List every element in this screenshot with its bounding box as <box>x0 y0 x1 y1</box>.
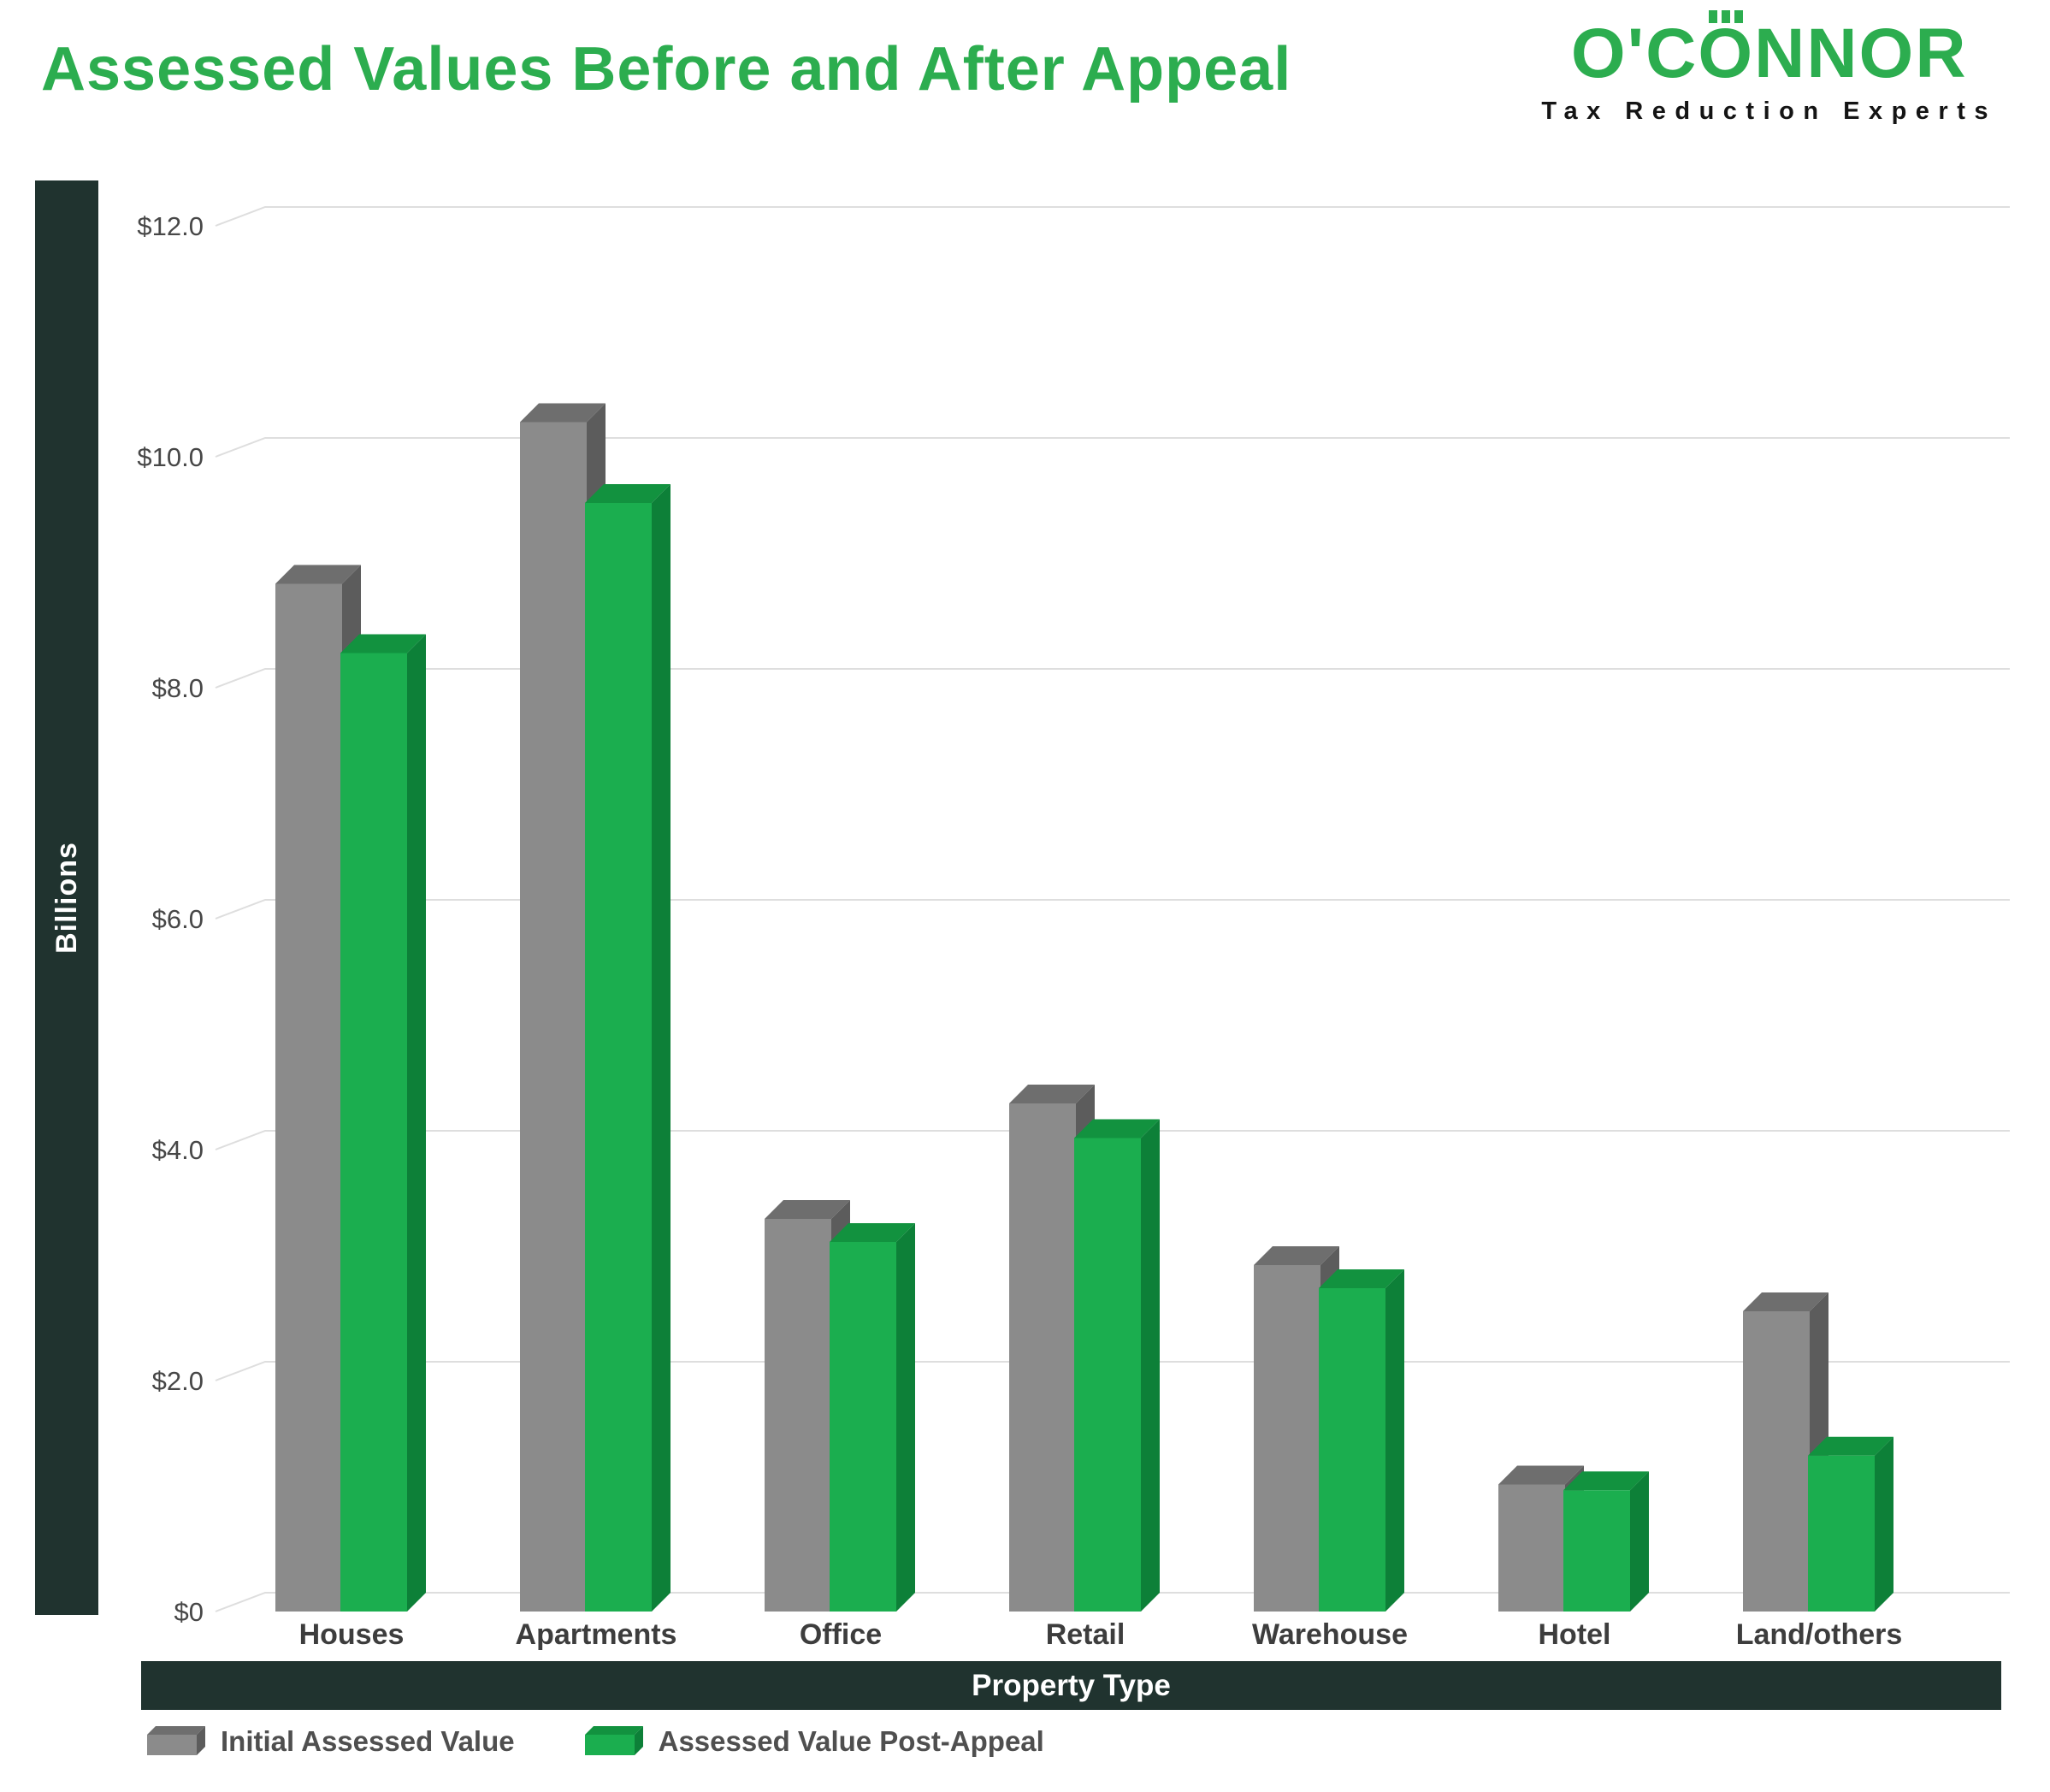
legend-item-initial: Initial Assessed Value <box>144 1723 515 1760</box>
x-category-label: Warehouse <box>1252 1618 1408 1651</box>
y-tick-label: $8.0 <box>152 673 204 703</box>
bar-post-appeal <box>1563 1490 1630 1612</box>
bar-side-face <box>1875 1436 1893 1612</box>
x-axis-title: Property Type <box>972 1668 1171 1702</box>
bar-top-face <box>1563 1471 1649 1491</box>
bar-top-face <box>830 1223 915 1242</box>
logo-text-right: NNOR <box>1754 15 1968 92</box>
chart-legend: Initial Assessed Value Assessed Value Po… <box>144 1723 1044 1760</box>
bar-post-appeal <box>1319 1288 1385 1612</box>
y-tick-label: $0 <box>174 1597 204 1627</box>
castle-crenellation-icon <box>1709 10 1744 23</box>
y-axis-title-band: Billions <box>35 180 98 1615</box>
x-category-label: Houses <box>299 1618 405 1651</box>
x-axis-title-band: Property Type <box>141 1661 2001 1710</box>
bar-initial <box>1498 1484 1565 1612</box>
gridline <box>215 1130 2010 1150</box>
bar-post-appeal <box>1808 1455 1875 1612</box>
bar-initial <box>1009 1103 1076 1612</box>
bar-top-face <box>1808 1436 1893 1456</box>
x-category-label: Office <box>800 1618 882 1651</box>
y-tick-label: $2.0 <box>152 1366 204 1396</box>
bar-top-face <box>585 484 671 503</box>
bar-post-appeal <box>1074 1138 1141 1612</box>
bar-top-face <box>1498 1465 1584 1485</box>
bar-top-face <box>340 634 426 654</box>
y-tick-label: $4.0 <box>152 1135 204 1165</box>
bar-top-face <box>1009 1085 1095 1103</box>
bar-initial <box>1743 1311 1810 1612</box>
logo-wordmark: O'CO NNOR <box>1541 10 1997 92</box>
y-tick-label: $6.0 <box>152 904 204 934</box>
gridline <box>215 1592 2010 1612</box>
legend-label-initial: Initial Assessed Value <box>221 1725 515 1757</box>
bar-side-face <box>1630 1471 1649 1612</box>
page-title: Assessed Values Before and After Appeal <box>41 35 1292 103</box>
bar-top-face <box>1319 1269 1404 1288</box>
gridline <box>215 1361 2010 1381</box>
legend-swatch-gray-icon <box>147 1726 205 1755</box>
logo-tagline: Tax Reduction Experts <box>1541 98 1997 126</box>
gridline <box>215 899 2010 920</box>
bar-initial <box>520 422 587 1612</box>
bar-top-face <box>520 403 606 423</box>
bar-initial <box>765 1219 831 1612</box>
gridline <box>215 206 2010 227</box>
x-category-label: Land/others <box>1736 1618 1903 1651</box>
legend-swatch-green-icon <box>584 1726 643 1755</box>
bar-initial <box>275 583 342 1612</box>
bar-top-face <box>1074 1119 1160 1138</box>
bar-side-face <box>407 634 426 1612</box>
bar-side-face <box>652 484 671 1612</box>
bar-initial <box>1254 1265 1320 1612</box>
bar-post-appeal <box>340 653 407 1612</box>
bar-top-face <box>1743 1292 1828 1311</box>
bar-post-appeal <box>830 1242 896 1612</box>
y-tick-label: $10.0 <box>137 442 204 472</box>
y-tick-label: $12.0 <box>137 211 204 241</box>
bar-top-face <box>1254 1246 1339 1265</box>
legend-item-post-appeal: Assessed Value Post-Appeal <box>582 1723 1044 1760</box>
logo-castle-o: O <box>1698 10 1754 91</box>
legend-label-post-appeal: Assessed Value Post-Appeal <box>658 1725 1044 1757</box>
x-category-label: Retail <box>1046 1618 1125 1651</box>
logo-text-left: O'C <box>1570 15 1698 92</box>
bar-top-face <box>275 565 361 584</box>
gridline <box>215 437 2010 458</box>
x-category-label: Apartments <box>516 1618 677 1651</box>
x-category-label: Hotel <box>1539 1618 1611 1651</box>
bar-side-face <box>896 1223 915 1612</box>
bar-side-face <box>1385 1269 1404 1612</box>
oconnor-logo: O'CO NNOR Tax Reduction Experts <box>1541 10 1997 126</box>
bar-post-appeal <box>585 503 652 1612</box>
gridline <box>215 668 2010 689</box>
bar-side-face <box>1141 1119 1160 1612</box>
bar-top-face <box>765 1200 850 1219</box>
